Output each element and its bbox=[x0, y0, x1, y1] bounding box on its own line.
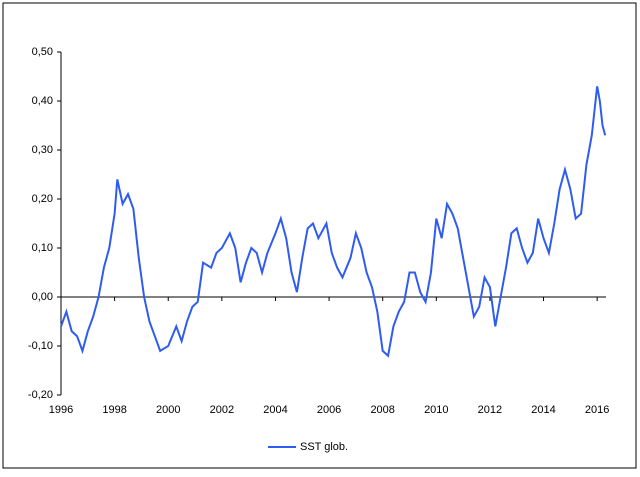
x-tick-label: 2006 bbox=[317, 404, 341, 416]
x-tick-label: 1996 bbox=[49, 404, 73, 416]
legend-label: SST glob. bbox=[300, 441, 348, 453]
x-tick-label: 2000 bbox=[156, 404, 180, 416]
y-tick-label: 0,10 bbox=[32, 242, 53, 254]
y-tick-label: -0,10 bbox=[28, 340, 53, 352]
y-tick-label: 0,40 bbox=[32, 95, 53, 107]
y-tick-label: 0,30 bbox=[32, 144, 53, 156]
data-line bbox=[60, 86, 607, 358]
x-tick-label: 1998 bbox=[102, 404, 126, 416]
x-tick-label: 2004 bbox=[263, 404, 287, 416]
x-tick-label: 2012 bbox=[478, 404, 502, 416]
y-tick-label: 0,00 bbox=[32, 291, 53, 303]
x-tick-label: 2010 bbox=[424, 404, 448, 416]
x-tick-label: 2008 bbox=[370, 404, 394, 416]
x-tick-label: 2016 bbox=[585, 404, 609, 416]
x-tick-label: 2014 bbox=[531, 404, 555, 416]
y-tick-label: 0,50 bbox=[32, 46, 53, 58]
x-tick-label: 2002 bbox=[210, 404, 234, 416]
y-tick-label: -0,20 bbox=[28, 389, 53, 401]
y-tick-label: 0,20 bbox=[32, 193, 53, 205]
